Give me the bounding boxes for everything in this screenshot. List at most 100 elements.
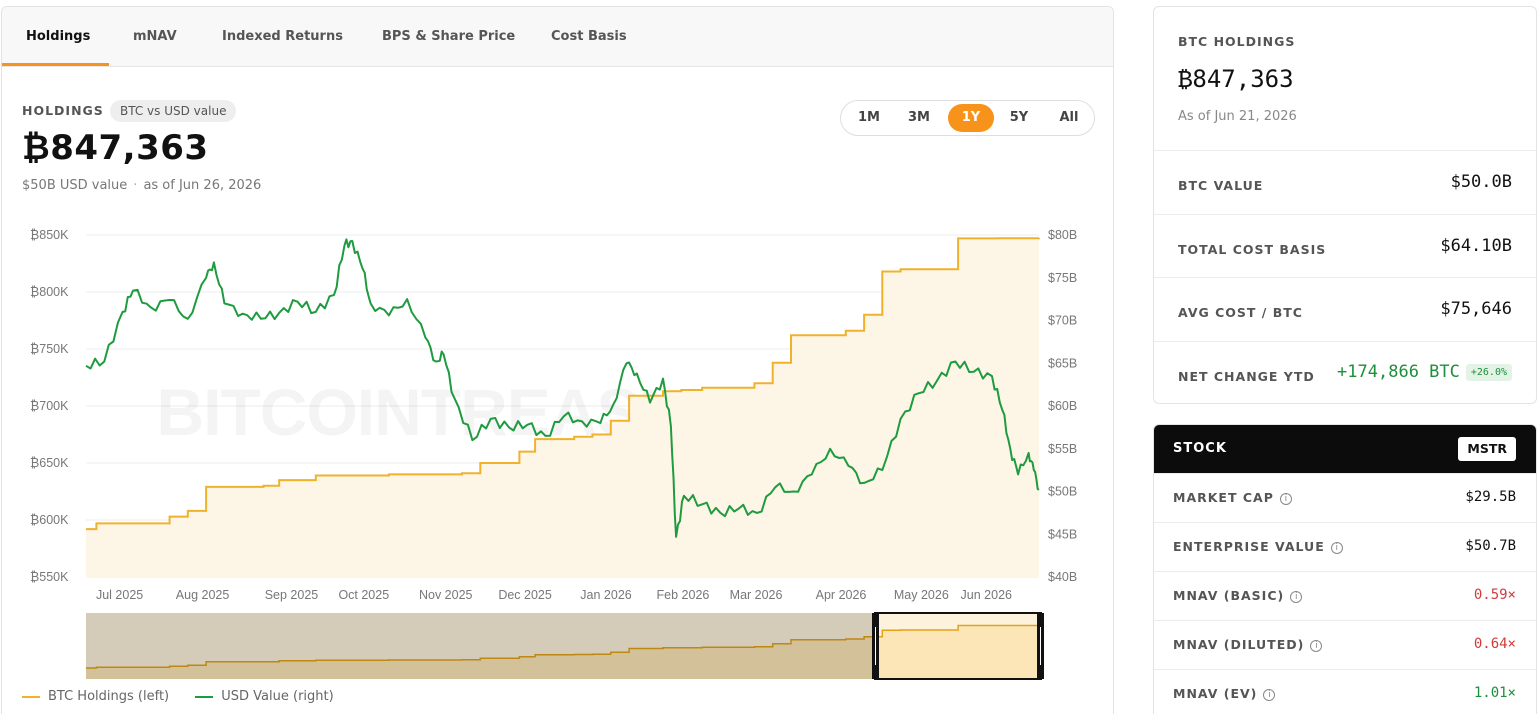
tab-bps-share-price[interactable]: BPS & Share Price [382, 29, 516, 44]
info-icon[interactable]: i [1310, 639, 1323, 652]
x-tick-label: Feb 2026 [657, 588, 710, 602]
y-left-tick-label: ₿650K [30, 456, 69, 470]
y-right-tick-label: $40B [1048, 570, 1077, 584]
avg-cost-row: AVG COST / BTC $75,646 [1154, 277, 1536, 341]
tab-mnav[interactable]: mNAV [133, 29, 177, 44]
range-all-button[interactable]: All [1059, 110, 1079, 125]
y-right-tick-label: $45B [1048, 527, 1077, 541]
holdings-value: ₿847,363 [22, 128, 209, 168]
legend-usd-value[interactable]: USD Value (right) [195, 689, 334, 704]
info-icon[interactable]: i [1290, 590, 1303, 603]
y-left-tick-label: ₿550K [30, 570, 69, 584]
tab-holdings[interactable]: Holdings [26, 29, 91, 44]
btc-holdings-area [86, 238, 1039, 577]
stock-title: STOCK [1173, 441, 1227, 456]
btc-holdings-as-of: As of Jun 21, 2026 [1178, 109, 1297, 124]
btc-value-value: $50.0B [1450, 172, 1512, 192]
y-right-tick-label: $80B [1048, 228, 1077, 242]
enterprise-value-label-text: ENTERPRISE VALUE [1173, 539, 1325, 554]
mnav-diluted-row: MNAV (DILUTED) i 0.64× [1154, 620, 1536, 669]
holdings-card: Holdings mNAV Indexed Returns BPS & Shar… [1, 6, 1114, 714]
market-cap-label-text: MARKET CAP [1173, 490, 1274, 505]
market-cap-value: $29.5B [1465, 489, 1516, 505]
chart-legend: BTC Holdings (left) USD Value (right) [22, 689, 356, 704]
legend-btc-holdings[interactable]: BTC Holdings (left) [22, 689, 169, 704]
market-cap-row: MARKET CAP i $29.5B [1154, 473, 1536, 522]
range-1m-button[interactable]: 1M [858, 110, 880, 125]
range-1y-button[interactable]: 1Y [948, 104, 994, 132]
btc-holdings-value: ₿847,363 [1178, 65, 1294, 93]
mnav-diluted-value: 0.64× [1473, 636, 1516, 652]
mnav-diluted-label: MNAV (DILUTED) i [1173, 637, 1323, 652]
legend-btc-swatch [22, 695, 40, 698]
usd-value-line [85, 238, 1040, 538]
range-5y-button[interactable]: 5Y [1009, 110, 1029, 125]
x-tick-label: Dec 2025 [498, 588, 552, 602]
y-left-tick-label: ₿600K [30, 513, 69, 527]
y-left-tick-label: ₿750K [30, 342, 69, 356]
y-right-tick-label: $65B [1048, 356, 1077, 370]
x-tick-label: Mar 2026 [730, 588, 783, 602]
mnav-basic-label: MNAV (BASIC) i [1173, 588, 1303, 603]
tab-indexed-returns[interactable]: Indexed Returns [222, 29, 343, 44]
mnav-ev-row: MNAV (EV) i 1.01× [1154, 669, 1536, 714]
y-right-tick-label: $55B [1048, 442, 1077, 456]
tab-cost-basis[interactable]: Cost Basis [551, 29, 627, 44]
enterprise-value-label: ENTERPRISE VALUE i [1173, 539, 1343, 554]
holdings-chart[interactable]: ₿850K ₿800K ₿750K ₿700K ₿650K ₿600K ₿550K $80B $… [2, 207, 1112, 687]
legend-usd-swatch [195, 695, 214, 698]
x-tick-label: Jan 2026 [580, 588, 631, 602]
market-cap-label: MARKET CAP i [1173, 490, 1292, 505]
mnav-ev-label-text: MNAV (EV) [1173, 686, 1258, 701]
x-tick-label: Apr 2026 [816, 588, 867, 602]
legend-usd-label: USD Value (right) [221, 689, 334, 704]
stock-header: STOCK MSTR [1154, 425, 1536, 473]
btc-value-row: BTC VALUE $50.0B [1154, 150, 1536, 214]
stock-card: STOCK MSTR MARKET CAP i $29.5B ENTERPRISE… [1153, 424, 1537, 714]
usd-value-text: $50B USD value [22, 178, 128, 193]
info-icon[interactable]: i [1263, 688, 1276, 701]
x-tick-label: Jun 2026 [961, 588, 1012, 602]
range-3m-button[interactable]: 3M [908, 110, 930, 125]
chart-mode-pill: BTC vs USD value [110, 100, 237, 122]
mnav-basic-row: MNAV (BASIC) i 0.59× [1154, 571, 1536, 620]
net-change-ytd-row: NET CHANGE YTD +174,866 BTC +26.0% [1154, 341, 1536, 405]
net-change-btc: +174,866 BTC [1337, 362, 1460, 382]
x-tick-label: Nov 2025 [419, 588, 473, 602]
holdings-subtitle: $50B USD value · as of Jun 26, 2026 [22, 178, 261, 193]
total-cost-basis-value: $64.10B [1440, 236, 1512, 256]
mnav-basic-label-text: MNAV (BASIC) [1173, 588, 1285, 603]
info-icon[interactable]: i [1330, 541, 1343, 554]
mnav-diluted-label-text: MNAV (DILUTED) [1173, 637, 1305, 652]
navigator-line [86, 624, 1040, 669]
btc-holdings-card: BTC HOLDINGS ₿847,363 As of Jun 21, 2026… [1153, 6, 1537, 404]
y-right-tick-label: $70B [1048, 314, 1077, 328]
range-selector: 1M 3M 1Y 5Y All [840, 100, 1095, 136]
active-tab-indicator [2, 63, 109, 66]
mnav-ev-label: MNAV (EV) i [1173, 686, 1276, 701]
btc-holdings-title: BTC HOLDINGS [1178, 34, 1296, 49]
mnav-basic-value: 0.59× [1473, 587, 1516, 603]
total-cost-basis-label: TOTAL COST BASIS [1178, 242, 1327, 257]
btc-holdings-line [86, 237, 1040, 531]
net-change-ytd-label: NET CHANGE YTD [1178, 369, 1315, 384]
y-left-tick-label: ₿800K [30, 285, 69, 299]
mnav-ev-value: 1.01× [1473, 685, 1516, 701]
x-tick-label: Aug 2025 [176, 588, 230, 602]
enterprise-value-value: $50.7B [1465, 538, 1516, 554]
y-left-tick-label: ₿700K [30, 399, 69, 413]
info-icon[interactable]: i [1279, 492, 1292, 505]
total-cost-basis-row: TOTAL COST BASIS $64.10B [1154, 214, 1536, 277]
y-right-tick-label: $75B [1048, 271, 1077, 285]
navigator-mask [86, 613, 876, 679]
legend-btc-label: BTC Holdings (left) [48, 689, 170, 704]
ticker-badge[interactable]: MSTR [1458, 437, 1516, 461]
net-change-ytd-value: +174,866 BTC +26.0% [1337, 362, 1512, 382]
y-right-tick-label: $50B [1048, 485, 1077, 499]
net-change-badge: +26.0% [1465, 363, 1512, 381]
as-of-text: as of Jun 26, 2026 [143, 178, 262, 193]
avg-cost-label: AVG COST / BTC [1178, 305, 1303, 320]
btc-value-label: BTC VALUE [1178, 178, 1264, 193]
enterprise-value-row: ENTERPRISE VALUE i $50.7B [1154, 522, 1536, 571]
holdings-label: HOLDINGS [22, 103, 104, 118]
